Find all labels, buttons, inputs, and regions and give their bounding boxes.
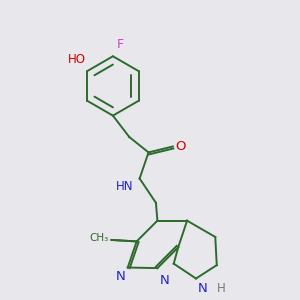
- Text: HN: HN: [116, 180, 133, 193]
- Text: F: F: [116, 38, 124, 51]
- Text: N: N: [116, 271, 125, 284]
- Text: HO: HO: [68, 53, 86, 66]
- Text: N: N: [160, 274, 169, 287]
- Text: O: O: [175, 140, 186, 153]
- Text: N: N: [197, 282, 207, 295]
- Text: H: H: [218, 282, 226, 295]
- Text: CH₃: CH₃: [90, 233, 109, 243]
